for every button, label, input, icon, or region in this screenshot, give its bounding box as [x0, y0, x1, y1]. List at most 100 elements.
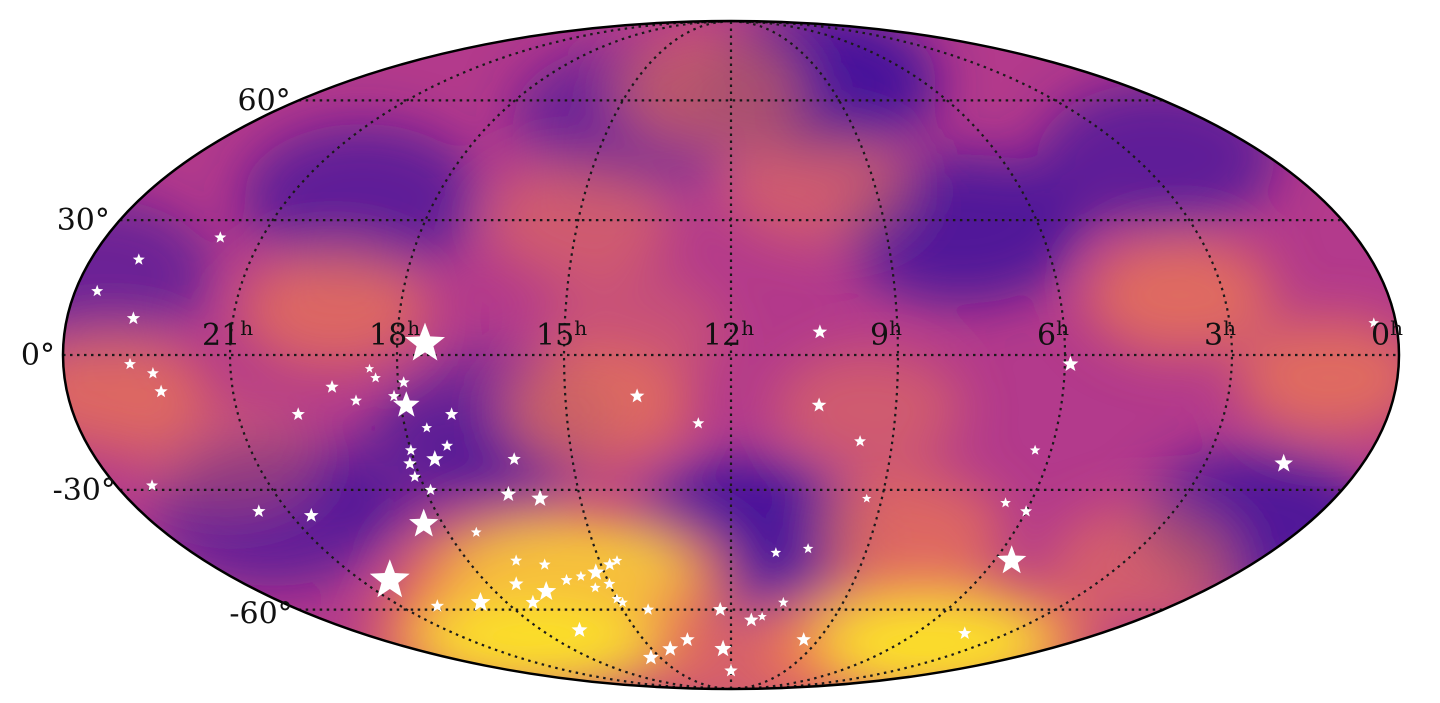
source-star-marker — [862, 493, 872, 503]
high-intensity-region — [536, 272, 727, 393]
high-intensity-region — [416, 591, 657, 682]
source-star-marker — [500, 485, 517, 501]
ra-tick-unit: h — [1223, 316, 1236, 340]
source-star-marker — [1274, 453, 1293, 472]
source-star-marker — [802, 543, 814, 554]
source-star-marker — [958, 626, 972, 639]
high-intensity-region — [773, 349, 964, 470]
meridian-line — [730, 21, 1067, 689]
source-markers — [91, 231, 1380, 677]
meridian-line — [730, 21, 900, 689]
meridian-line — [562, 21, 732, 689]
low-intensity-region — [63, 198, 215, 349]
meridian-line — [730, 21, 1234, 689]
source-star-marker — [91, 284, 104, 297]
source-star-marker — [369, 559, 410, 598]
map-border — [61, 19, 1401, 691]
ra-tick-label: 21h — [202, 316, 253, 353]
source-star-marker — [854, 435, 866, 447]
source-star-marker — [531, 489, 549, 506]
source-star-marker — [1029, 444, 1041, 455]
high-intensity-region — [238, 249, 429, 370]
ra-tick-label: 3h — [1204, 316, 1236, 353]
source-star-marker — [811, 397, 827, 412]
source-star-marker — [997, 545, 1027, 574]
source-star-marker — [146, 479, 158, 491]
source-star-marker — [611, 555, 623, 566]
source-star-marker — [692, 417, 705, 429]
source-star-marker — [393, 391, 420, 417]
ra-tick-unit: h — [574, 316, 587, 340]
source-star-marker — [778, 596, 789, 607]
dec-tick-label: 60° — [238, 83, 291, 118]
high-intensity-region — [615, 29, 806, 150]
source-star-marker — [617, 596, 628, 607]
source-star-marker — [445, 407, 459, 420]
low-intensity-region — [1037, 82, 1278, 233]
source-star-marker — [403, 456, 417, 470]
source-star-marker — [397, 376, 410, 388]
high-intensity-region — [815, 472, 1006, 593]
source-star-marker — [404, 444, 417, 456]
dec-tick-label: 0° — [21, 338, 55, 373]
source-star-marker — [470, 526, 482, 537]
source-star-marker — [589, 582, 601, 593]
source-star-marker — [507, 452, 521, 465]
source-star-marker — [470, 592, 491, 611]
source-star-marker — [560, 573, 573, 586]
source-star-marker — [1062, 355, 1079, 371]
source-star-marker — [571, 621, 588, 637]
source-star-marker — [603, 577, 616, 590]
source-star-marker — [146, 367, 159, 379]
source-star-marker — [770, 547, 782, 558]
high-intensity-region — [654, 610, 845, 689]
low-intensity-region — [242, 123, 483, 274]
source-star-marker — [629, 388, 645, 403]
source-star-marker — [538, 558, 551, 570]
source-star-marker — [291, 407, 305, 420]
source-star-marker — [796, 632, 811, 646]
source-star-marker — [430, 599, 444, 612]
source-star-marker — [426, 450, 444, 467]
ra-tick-unit: h — [1390, 316, 1403, 340]
high-intensity-region — [1085, 235, 1276, 356]
ra-tick-unit: h — [889, 316, 902, 340]
high-intensity-region — [131, 394, 322, 515]
source-star-marker — [124, 357, 136, 370]
source-star-marker — [744, 612, 759, 627]
meridian-line — [395, 21, 732, 689]
ra-tick-unit: h — [1056, 316, 1069, 340]
source-star-marker — [724, 663, 738, 677]
source-star-marker — [408, 470, 421, 482]
source-star-marker — [662, 640, 679, 656]
source-star-marker — [132, 253, 145, 265]
source-star-marker — [1000, 497, 1011, 508]
source-star-marker — [642, 603, 655, 615]
source-star-marker — [364, 363, 375, 373]
source-star-marker — [405, 322, 445, 361]
source-star-marker — [587, 563, 605, 580]
source-star-marker — [409, 508, 439, 537]
source-star-marker — [388, 389, 400, 402]
source-star-marker — [303, 507, 319, 522]
source-star-marker — [812, 324, 828, 339]
ra-tick-unit: h — [407, 316, 420, 340]
high-intensity-region — [1047, 504, 1238, 625]
dec-tick-label: -60° — [229, 597, 292, 632]
source-star-marker — [1368, 317, 1380, 328]
dec-tick-label: -30° — [53, 473, 116, 508]
source-star-marker — [325, 380, 339, 393]
source-star-marker — [126, 311, 141, 325]
dec-tick-label: 30° — [57, 203, 110, 238]
source-star-marker — [575, 570, 587, 581]
source-star-marker — [1020, 505, 1033, 517]
source-star-marker — [424, 483, 437, 495]
source-star-marker — [642, 649, 659, 665]
source-star-marker — [350, 394, 362, 406]
coordinate-grid — [63, 21, 1399, 689]
meridian-line — [228, 21, 732, 689]
ra-tick-unit: h — [741, 316, 754, 340]
source-star-marker — [510, 554, 523, 566]
source-star-marker — [214, 231, 227, 243]
